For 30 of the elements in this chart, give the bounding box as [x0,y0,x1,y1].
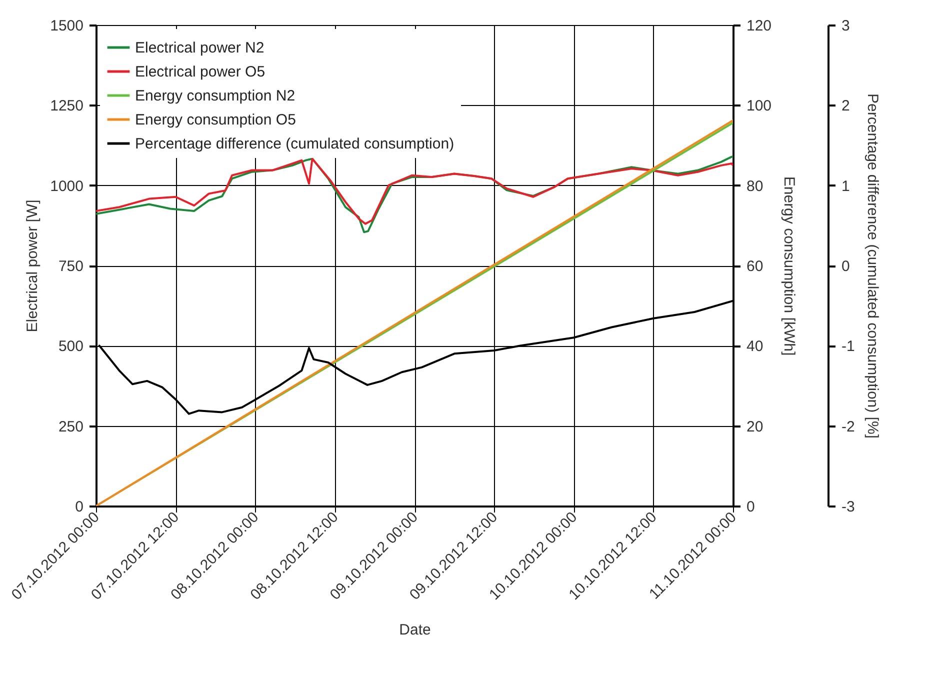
legend-label: Electrical power N2 [135,40,264,56]
y-tick-label: 500 [58,338,84,356]
y2-tick-label: 60 [746,258,764,275]
legend-label: Electrical power O5 [135,64,266,80]
y2-tick-label: 0 [746,498,755,516]
y3-tick-label: -1 [842,338,855,356]
y3-tick-label: -3 [842,498,855,516]
y3-tick-label: 1 [842,178,850,195]
legend-label: Energy consumption N2 [135,88,296,104]
y-tick-label: 750 [58,258,84,275]
y-tick-label: 1250 [50,98,84,115]
y2-tick-label: 120 [746,18,772,34]
y3-tick-label: -2 [842,418,855,436]
legend-label: Percentage difference (cumulated consumption) [135,136,454,152]
legend-label: Energy consumption O5 [135,112,296,128]
y-tick-label: 250 [58,418,84,436]
y2-tick-label: 80 [746,178,764,195]
y2-tick-label: 20 [746,418,764,436]
y2-tick-label: 100 [746,98,772,115]
y-axis-title: Electrical power [W] [24,200,42,332]
y2-axis-title: Energy consumption [kWh] [780,176,798,356]
y-tick-label: 1000 [50,178,84,195]
x-axis-title: Date [399,622,431,639]
y3-tick-label: 2 [842,98,850,115]
y3-tick-label: 0 [842,258,850,275]
y-tick-label: 0 [75,498,84,516]
y3-tick-label: 3 [842,18,850,34]
y2-tick-label: 40 [746,338,764,356]
y3-axis-title: Percentage difference (cumulated consumption) [%] [864,94,881,438]
y-tick-label: 1500 [50,18,84,34]
